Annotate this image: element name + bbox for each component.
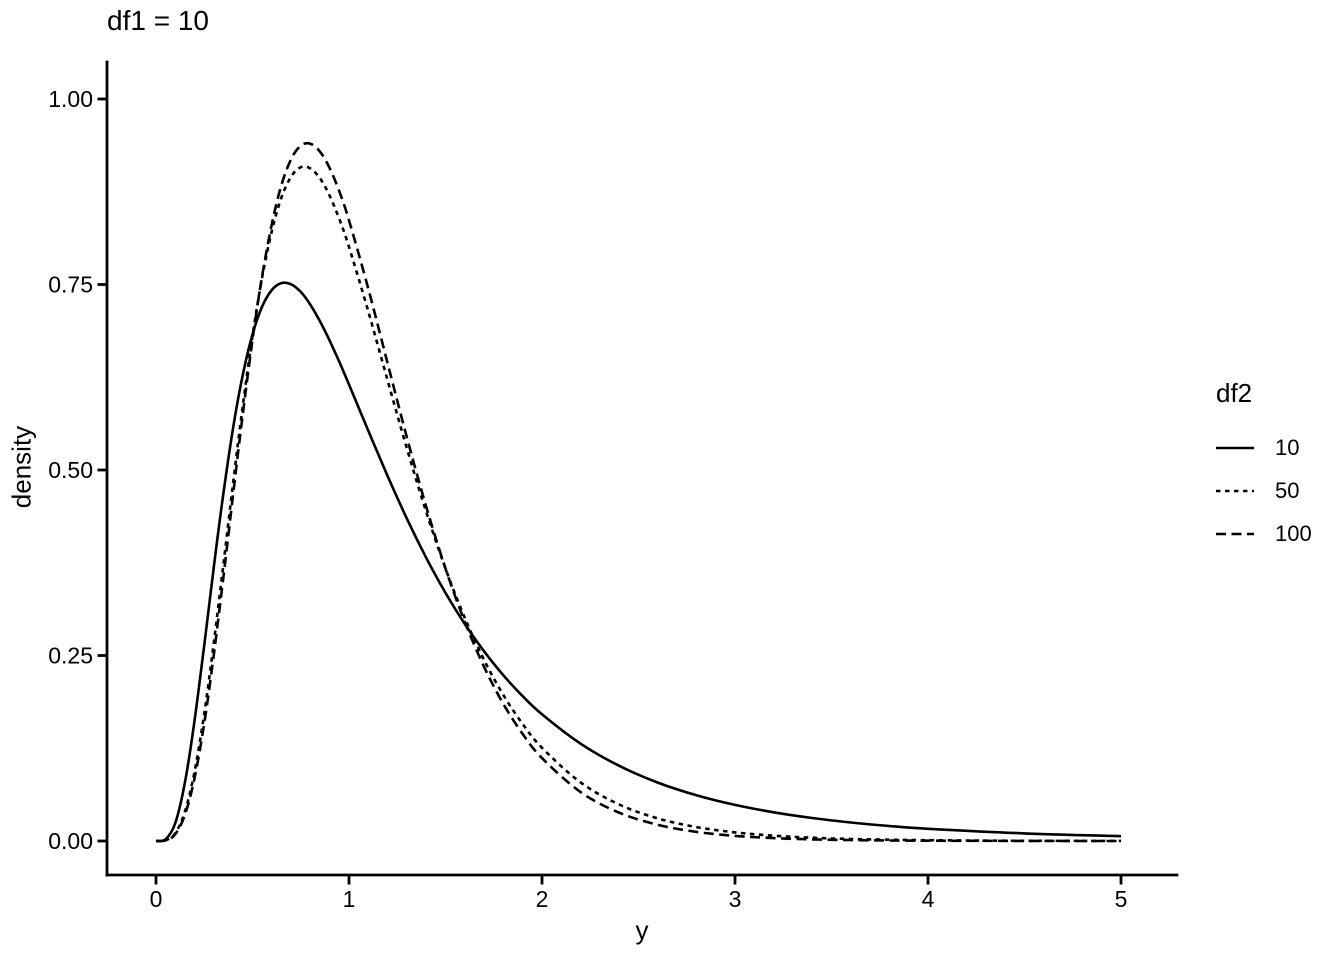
legend-label: 10 [1275,435,1300,460]
legend-entries: 10 50 100 [1216,435,1312,547]
x-tick-label: 4 [922,886,935,912]
y-axis-title: density [6,425,37,509]
y-tick-label: 0.50 [48,457,93,483]
curve-df2-100 [155,141,1122,843]
plot-title: df1 = 10 [107,5,209,36]
curve-df2-10 [155,281,1122,843]
legend-title: df2 [1216,378,1253,408]
x-tick-label: 3 [729,886,742,912]
x-tick-label: 2 [536,886,549,912]
legend-label: 50 [1275,478,1300,503]
y-tick-label: 1.00 [48,86,93,112]
legend-entry-df2-10: 10 [1216,435,1312,461]
y-axis-ticks: 0.00 0.25 0.50 0.75 1.00 [48,86,107,854]
legend-dotted-line-icon [1216,489,1254,493]
x-tick-label: 0 [150,886,163,912]
axes [105,60,1179,877]
y-tick-label: 0.25 [48,643,93,669]
y-tick-label: 0.00 [48,828,93,854]
x-axis-title: y [635,915,649,945]
curve-df2-50 [155,165,1122,843]
x-axis-ticks: 0 1 2 3 4 5 [150,875,1128,912]
legend-label: 100 [1275,521,1312,546]
legend: df2 10 50 100 [1216,378,1312,564]
legend-dashed-line-icon [1216,532,1254,536]
y-tick-label: 0.75 [48,272,93,298]
x-tick-label: 1 [343,886,356,912]
legend-entry-df2-100: 100 [1216,521,1312,547]
legend-solid-line-icon [1216,446,1254,450]
x-tick-label: 5 [1115,886,1128,912]
legend-entry-df2-50: 50 [1216,478,1312,504]
